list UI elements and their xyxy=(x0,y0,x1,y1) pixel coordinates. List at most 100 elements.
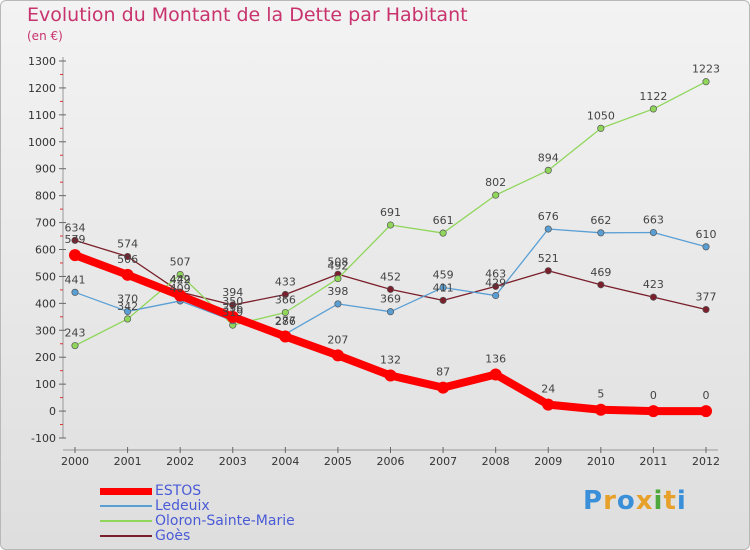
data-point xyxy=(334,275,342,283)
data-point xyxy=(649,228,657,237)
data-label: 350 xyxy=(222,295,243,308)
data-label: 662 xyxy=(590,214,611,227)
logo-letter: i xyxy=(653,486,664,516)
data-point xyxy=(124,315,132,323)
data-label: 508 xyxy=(327,255,348,268)
data-label: 492 xyxy=(327,260,348,273)
y-tick-label: 400 xyxy=(35,297,56,310)
legend-swatch xyxy=(100,505,152,507)
data-label: 521 xyxy=(538,252,559,265)
data-label: 1223 xyxy=(692,63,720,76)
data-point xyxy=(649,293,657,301)
data-point xyxy=(702,243,710,251)
data-point xyxy=(544,267,552,275)
x-tick-label: 2011 xyxy=(639,455,667,468)
data-label: 366 xyxy=(275,294,296,307)
x-tick-label: 2001 xyxy=(114,455,142,468)
data-point xyxy=(649,105,657,113)
legend-swatch xyxy=(100,535,152,537)
data-label: 433 xyxy=(275,275,296,288)
data-label: 507 xyxy=(170,256,191,269)
data-label: 336 xyxy=(222,302,243,315)
data-label: 1122 xyxy=(639,90,667,103)
data-point xyxy=(331,349,344,362)
data-label: 286 xyxy=(275,315,296,328)
data-point xyxy=(702,78,710,86)
legend-label: Oloron-Sainte-Marie xyxy=(155,513,295,529)
data-point xyxy=(492,282,500,290)
data-label: 802 xyxy=(485,176,506,189)
data-label: 429 xyxy=(485,277,506,290)
data-label: 663 xyxy=(643,214,664,227)
data-label: 429 xyxy=(170,274,191,287)
y-tick-label: 300 xyxy=(35,324,56,337)
legend-swatch xyxy=(100,520,152,522)
data-point xyxy=(386,308,395,316)
data-label: 469 xyxy=(590,266,611,279)
y-tick-label: 0 xyxy=(49,405,56,418)
logo-letter: t xyxy=(663,486,677,516)
x-tick-label: 2000 xyxy=(61,455,89,468)
data-point xyxy=(544,225,552,233)
data-point xyxy=(69,249,81,262)
data-label: 452 xyxy=(380,270,401,283)
data-label: 411 xyxy=(433,281,454,294)
data-label: 24 xyxy=(541,383,555,396)
data-label: 136 xyxy=(485,352,506,365)
data-point xyxy=(279,330,292,343)
x-tick-label: 2008 xyxy=(482,455,510,468)
data-label: 243 xyxy=(65,327,86,340)
legend-swatch xyxy=(100,488,152,495)
data-label: 0 xyxy=(703,389,710,402)
data-point xyxy=(700,405,712,418)
data-point xyxy=(121,268,134,281)
chart-title: Evolution du Montant de la Dette par Hab… xyxy=(27,4,468,26)
legend-label: Goès xyxy=(155,528,191,544)
data-point xyxy=(174,289,187,302)
chart-subtitle: (en €) xyxy=(27,29,63,43)
data-label: 459 xyxy=(433,268,454,281)
data-label: 409 xyxy=(170,282,191,295)
x-tick-label: 2005 xyxy=(324,455,352,468)
data-point xyxy=(492,291,500,300)
data-label: 579 xyxy=(65,233,86,246)
data-point xyxy=(647,405,660,418)
data-point xyxy=(597,229,605,237)
proxiti-logo: Proxiti xyxy=(583,486,687,516)
data-label: 661 xyxy=(433,214,454,227)
data-point xyxy=(702,306,710,314)
data-label: 369 xyxy=(380,293,401,306)
logo-letter: P xyxy=(583,486,604,516)
y-tick-label: 800 xyxy=(35,190,56,203)
data-label: 894 xyxy=(538,151,559,164)
data-point xyxy=(492,191,500,199)
data-point xyxy=(439,283,447,292)
logo-letter: i xyxy=(676,486,687,516)
data-label: 610 xyxy=(696,228,717,241)
data-point xyxy=(281,308,289,317)
y-tick-label: 500 xyxy=(35,270,56,283)
data-label: 342 xyxy=(117,300,138,313)
data-point xyxy=(281,290,289,299)
data-label: 370 xyxy=(117,292,138,305)
y-tick-label: 1100 xyxy=(28,109,56,122)
data-point xyxy=(597,281,605,289)
logo-letter: x xyxy=(635,486,654,516)
y-tick-label: 600 xyxy=(35,244,56,257)
data-label: 691 xyxy=(380,206,401,219)
x-tick-label: 2003 xyxy=(219,455,247,468)
data-label: 442 xyxy=(170,273,191,286)
data-label: 0 xyxy=(650,389,657,402)
y-tick-label: 1000 xyxy=(28,136,56,149)
data-point xyxy=(597,124,605,132)
data-point xyxy=(542,398,555,411)
x-tick-label: 2006 xyxy=(377,455,405,468)
y-tick-label: 200 xyxy=(35,351,56,364)
y-tick-label: -100 xyxy=(31,432,56,445)
x-tick-label: 2010 xyxy=(587,455,615,468)
y-tick-label: 700 xyxy=(35,217,56,230)
data-point xyxy=(594,403,607,416)
data-point xyxy=(544,166,552,174)
data-label: 634 xyxy=(65,221,86,234)
